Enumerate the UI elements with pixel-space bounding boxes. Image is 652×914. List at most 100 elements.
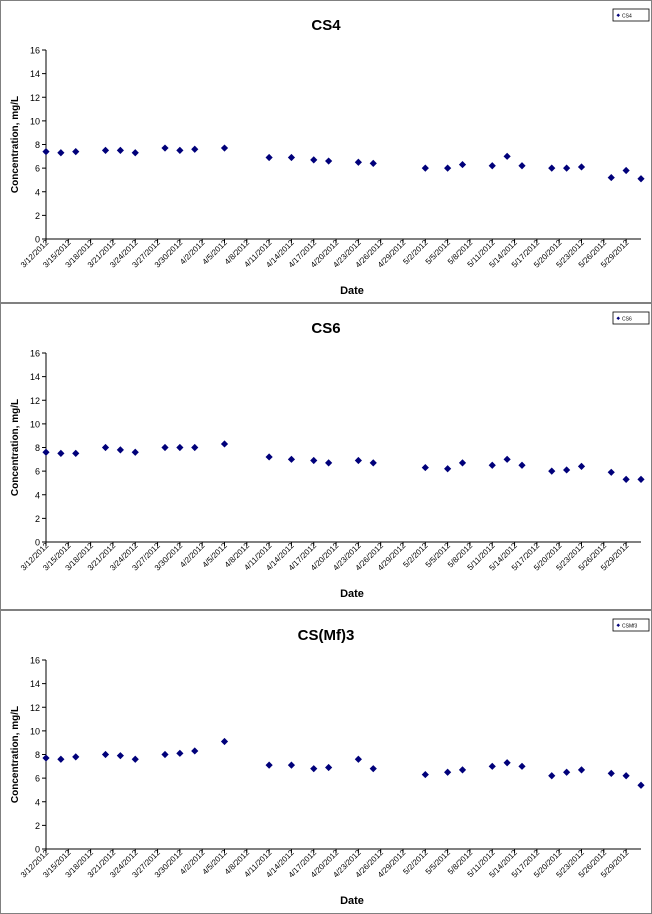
data-point — [637, 175, 645, 183]
data-point — [57, 149, 65, 157]
data-point — [458, 160, 467, 169]
data-point — [503, 455, 511, 463]
y-tick-label: 14 — [30, 69, 40, 79]
data-point — [72, 753, 80, 761]
y-tick-label: 8 — [35, 140, 40, 150]
data-point — [176, 146, 184, 155]
data-point — [577, 766, 586, 774]
legend-label: CS4 — [622, 13, 632, 19]
y-tick-label: 4 — [35, 187, 40, 197]
data-point — [161, 443, 169, 452]
data-point — [488, 762, 496, 770]
x-axis-title: Date — [340, 285, 364, 297]
data-point — [325, 763, 333, 772]
y-tick-label: 12 — [30, 396, 40, 406]
legend-box — [612, 311, 650, 325]
data-point — [176, 749, 184, 757]
chart-panel-cs6: CS6 CS6 0 2 4 6 8 10 12 14 16 3/12/2012 3/15/2012 3/1… — [0, 303, 652, 610]
data-point — [563, 466, 571, 474]
data-point — [265, 453, 273, 461]
data-point — [607, 173, 615, 182]
chart-panel-cs4: CS4 CS4 0 2 4 6 8 10 12 14 16 3/12/2012 3/15/2012 3/1… — [0, 0, 652, 303]
chart-title: CS4 — [311, 17, 341, 34]
data-point — [354, 158, 362, 166]
y-tick-label: 16 — [30, 46, 40, 56]
data-point — [577, 462, 586, 470]
y-tick-label: 0 — [35, 235, 40, 245]
data-point — [548, 467, 556, 475]
data-point — [458, 766, 467, 774]
data-point — [421, 463, 429, 472]
data-point — [161, 750, 169, 759]
data-point — [161, 144, 169, 152]
y-tick-label: 0 — [35, 845, 40, 855]
data-point — [42, 448, 50, 456]
data-point — [518, 162, 526, 170]
data-point — [131, 448, 139, 456]
data-point — [310, 765, 318, 773]
data-point — [57, 755, 65, 763]
chart-title: CS6 — [311, 320, 340, 337]
data-point — [563, 164, 571, 172]
data-point — [310, 156, 318, 164]
chart-cs4: CS4CS402468101214163/12/20123/15/20123/1… — [10, 8, 650, 297]
data-point — [131, 755, 139, 763]
x-axis-title: Date — [340, 588, 364, 600]
y-tick-label: 2 — [35, 821, 40, 831]
data-point — [220, 144, 229, 152]
data-point — [503, 152, 511, 160]
data-point — [421, 770, 429, 779]
chart-csmf3: CS(Mf)3CSMf302468101214163/12/20123/15/2… — [10, 618, 650, 907]
data-point — [458, 459, 467, 467]
data-point — [131, 149, 139, 157]
data-point — [72, 449, 80, 458]
data-point — [637, 475, 645, 483]
y-axis-title: Concentration, mg/L — [10, 399, 21, 496]
data-point — [421, 164, 429, 172]
data-point — [116, 146, 124, 155]
data-point — [577, 163, 586, 171]
chart-title: CS(Mf)3 — [298, 627, 355, 644]
data-point — [637, 781, 645, 789]
y-tick-label: 12 — [30, 93, 40, 103]
y-tick-label: 8 — [35, 750, 40, 760]
data-point — [116, 446, 124, 454]
data-point — [548, 772, 556, 780]
y-tick-label: 6 — [35, 467, 40, 477]
data-point — [325, 459, 333, 467]
data-point — [101, 146, 110, 155]
data-point — [287, 455, 296, 463]
y-tick-label: 14 — [30, 679, 40, 689]
y-axis-title: Concentration, mg/L — [10, 96, 21, 193]
chart-cs6: CS6CS602468101214163/12/20123/15/20123/1… — [10, 311, 650, 600]
y-tick-label: 14 — [30, 372, 40, 382]
y-axis-title: Concentration, mg/L — [10, 706, 21, 803]
data-point — [72, 147, 80, 156]
data-point — [607, 769, 615, 777]
data-point — [287, 153, 296, 162]
data-point — [101, 443, 110, 452]
data-point — [488, 162, 496, 170]
legend-box — [612, 618, 650, 632]
y-tick-label: 10 — [30, 419, 40, 429]
y-tick-label: 12 — [30, 703, 40, 713]
data-point — [354, 755, 362, 763]
data-point — [265, 761, 273, 769]
x-axis-title: Date — [340, 895, 364, 907]
y-tick-label: 0 — [35, 538, 40, 548]
data-point — [265, 153, 273, 162]
data-point — [57, 449, 65, 458]
legend-label: CS6 — [622, 316, 632, 322]
data-point — [287, 761, 296, 769]
data-point — [369, 159, 377, 167]
data-point — [622, 166, 630, 175]
chart-panel-csmf3: CS(Mf)3 CSMf3 0 2 4 6 8 10 12 14 16 3/12/2012 3/15/2… — [0, 610, 652, 914]
data-point — [607, 468, 615, 476]
y-tick-label: 8 — [35, 443, 40, 453]
data-point — [101, 750, 110, 759]
y-tick-label: 6 — [35, 164, 40, 174]
data-point — [220, 737, 229, 746]
data-point — [444, 768, 452, 776]
data-point — [622, 475, 630, 483]
